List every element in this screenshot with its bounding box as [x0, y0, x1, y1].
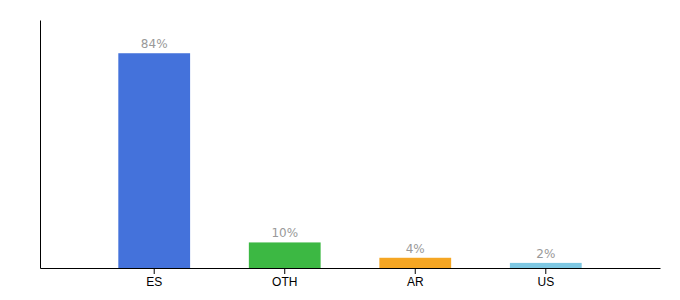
data-label: 10%	[271, 226, 298, 240]
x-tick: ES	[146, 268, 162, 289]
x-tick-mark	[545, 268, 546, 274]
data-label: 2%	[536, 247, 555, 261]
x-tick-label: AR	[407, 275, 424, 289]
x-axis-line	[41, 268, 661, 269]
x-tick: US	[537, 268, 554, 289]
x-tick: OTH	[272, 268, 297, 289]
data-label: 84%	[141, 37, 168, 51]
x-tick-label: OTH	[272, 275, 297, 289]
x-tick: AR	[407, 268, 424, 289]
x-tick-label: US	[537, 275, 554, 289]
y-axis	[40, 21, 41, 269]
x-tick-mark	[415, 268, 416, 274]
data-label: 4%	[406, 242, 425, 256]
x-tick-label: ES	[146, 275, 162, 289]
x-axis: ES OTH AR US	[41, 268, 661, 289]
bars	[118, 53, 581, 268]
bar	[510, 263, 582, 268]
y-axis-line	[40, 21, 41, 269]
bar	[379, 258, 451, 268]
bar	[118, 53, 190, 268]
bar	[249, 242, 321, 268]
chart: 84% 10% 4% 2% ES OTH AR US	[0, 0, 680, 300]
x-tick-mark	[154, 268, 155, 274]
x-tick-mark	[284, 268, 285, 274]
plot: 84% 10% 4% 2% ES OTH AR US	[41, 21, 661, 289]
data-labels: 84% 10% 4% 2%	[141, 37, 555, 261]
